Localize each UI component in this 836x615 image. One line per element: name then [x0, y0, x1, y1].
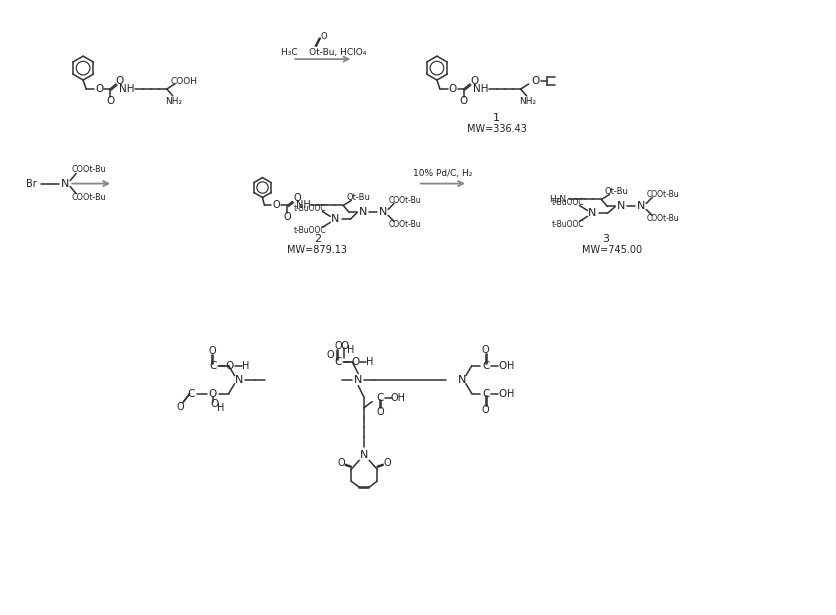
- Text: MW=336.43: MW=336.43: [466, 124, 526, 134]
- Text: t-BuOOC: t-BuOOC: [552, 220, 584, 229]
- Text: H₂N: H₂N: [548, 195, 565, 204]
- Text: O: O: [531, 76, 539, 86]
- Text: O: O: [498, 361, 507, 371]
- Text: 1: 1: [492, 113, 500, 123]
- Text: NH: NH: [472, 84, 488, 94]
- Text: COOH: COOH: [170, 76, 197, 85]
- Text: O: O: [176, 402, 185, 411]
- Text: OH: OH: [390, 392, 405, 403]
- Text: N: N: [359, 207, 367, 218]
- Text: O: O: [383, 458, 390, 468]
- Text: N: N: [359, 450, 368, 461]
- Text: O: O: [273, 200, 280, 210]
- Text: NH₂: NH₂: [165, 97, 182, 106]
- Text: COOt-Bu: COOt-Bu: [388, 196, 421, 205]
- Text: MW=879.13: MW=879.13: [287, 245, 347, 255]
- Text: NH: NH: [296, 200, 310, 210]
- Text: O: O: [448, 84, 456, 94]
- Text: O: O: [225, 361, 233, 371]
- Text: N: N: [379, 207, 387, 218]
- Text: t-BuOOC: t-BuOOC: [552, 198, 584, 207]
- Text: C: C: [482, 361, 489, 371]
- Text: C: C: [209, 361, 217, 371]
- Text: O: O: [376, 407, 384, 416]
- Text: t-BuOOC: t-BuOOC: [293, 226, 326, 235]
- Text: MW=745.00: MW=745.00: [582, 245, 642, 255]
- Text: N: N: [588, 208, 596, 218]
- Text: N: N: [616, 202, 624, 212]
- Text: O: O: [94, 84, 103, 94]
- Text: N: N: [331, 215, 339, 224]
- Text: O: O: [350, 357, 359, 367]
- Text: O: O: [319, 32, 326, 41]
- Text: 10% Pd/C, H₂: 10% Pd/C, H₂: [413, 169, 472, 178]
- Text: N: N: [234, 375, 242, 384]
- Text: Br: Br: [26, 178, 37, 189]
- Text: O: O: [482, 345, 489, 355]
- Text: O: O: [482, 405, 489, 415]
- Text: O: O: [498, 389, 507, 399]
- Text: O: O: [115, 76, 124, 86]
- Text: t-BuOOC: t-BuOOC: [293, 204, 326, 213]
- Text: COOt-Bu: COOt-Bu: [646, 214, 679, 223]
- Text: NH₂: NH₂: [518, 97, 536, 106]
- Text: H: H: [346, 345, 354, 355]
- Text: H: H: [217, 403, 224, 413]
- Text: O: O: [208, 389, 217, 399]
- Text: O: O: [326, 350, 334, 360]
- Text: COOt-Bu: COOt-Bu: [72, 165, 106, 174]
- Text: O: O: [470, 76, 478, 86]
- Text: O: O: [283, 212, 291, 223]
- Text: H: H: [366, 357, 374, 367]
- Text: N: N: [457, 375, 466, 384]
- Text: C: C: [334, 357, 342, 367]
- Text: O: O: [459, 96, 467, 106]
- Text: O: O: [334, 341, 342, 351]
- Text: H: H: [507, 361, 514, 371]
- Text: H: H: [507, 389, 514, 399]
- Text: 3: 3: [601, 234, 608, 244]
- Text: N: N: [636, 202, 645, 212]
- Text: O: O: [339, 341, 348, 351]
- Text: COOt-Bu: COOt-Bu: [72, 193, 106, 202]
- Text: N: N: [61, 178, 69, 189]
- Text: O: O: [106, 96, 114, 106]
- Text: NH: NH: [119, 84, 135, 94]
- Text: COOt-Bu: COOt-Bu: [388, 220, 421, 229]
- Text: H₃C    Ot-Bu, HClO₄: H₃C Ot-Bu, HClO₄: [280, 47, 365, 57]
- Text: N: N: [354, 375, 362, 384]
- Text: C: C: [482, 389, 489, 399]
- Text: C: C: [376, 392, 384, 403]
- Text: C: C: [187, 389, 194, 399]
- Text: O: O: [211, 399, 218, 408]
- Text: O: O: [337, 458, 344, 468]
- Text: O: O: [293, 194, 301, 204]
- Text: O: O: [209, 346, 217, 356]
- Text: 2: 2: [314, 234, 320, 244]
- Text: COOt-Bu: COOt-Bu: [646, 190, 679, 199]
- Text: Ot-Bu: Ot-Bu: [604, 187, 628, 196]
- Text: H: H: [242, 361, 249, 371]
- Text: Ot-Bu: Ot-Bu: [346, 193, 370, 202]
